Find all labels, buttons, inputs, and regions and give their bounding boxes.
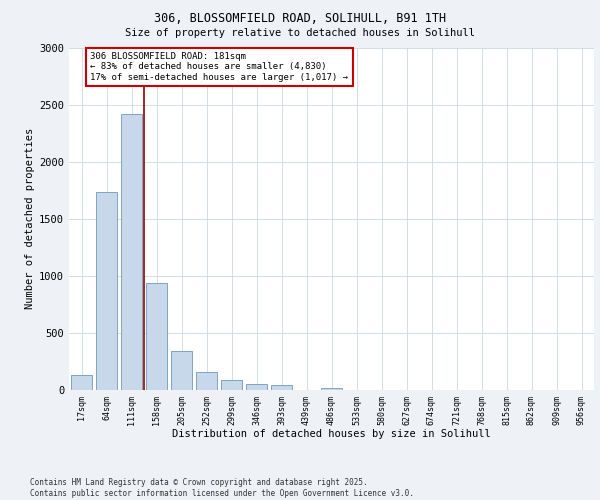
- Bar: [121, 114, 142, 390]
- Bar: [321, 388, 342, 390]
- Bar: [271, 386, 292, 390]
- Text: 306, BLOSSOMFIELD ROAD, SOLIHULL, B91 1TH: 306, BLOSSOMFIELD ROAD, SOLIHULL, B91 1T…: [154, 12, 446, 26]
- Y-axis label: Number of detached properties: Number of detached properties: [25, 128, 35, 310]
- Text: 306 BLOSSOMFIELD ROAD: 181sqm
← 83% of detached houses are smaller (4,830)
17% o: 306 BLOSSOMFIELD ROAD: 181sqm ← 83% of d…: [90, 52, 348, 82]
- Bar: [96, 192, 117, 390]
- Bar: [146, 282, 167, 390]
- Bar: [221, 380, 242, 390]
- X-axis label: Distribution of detached houses by size in Solihull: Distribution of detached houses by size …: [172, 429, 491, 439]
- Bar: [171, 351, 192, 390]
- Bar: [71, 375, 92, 390]
- Text: Size of property relative to detached houses in Solihull: Size of property relative to detached ho…: [125, 28, 475, 38]
- Text: Contains HM Land Registry data © Crown copyright and database right 2025.
Contai: Contains HM Land Registry data © Crown c…: [30, 478, 414, 498]
- Bar: [196, 372, 217, 390]
- Bar: [246, 384, 267, 390]
